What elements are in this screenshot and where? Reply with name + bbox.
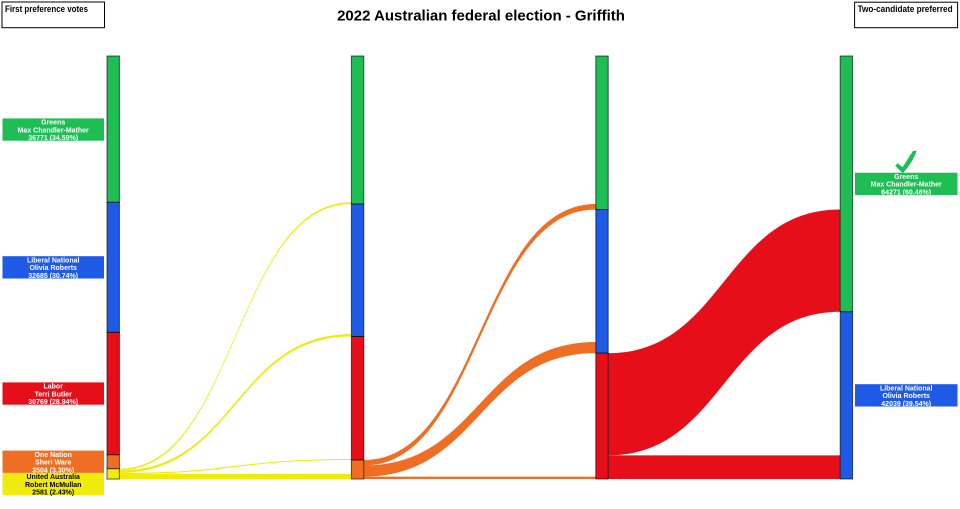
- svg-text:2022 Australian federal electi: 2022 Australian federal election - Griff…: [337, 8, 625, 25]
- svg-text:First preference votes: First preference votes: [5, 4, 88, 15]
- svg-text:Two-candidate preferred: Two-candidate preferred: [858, 4, 953, 15]
